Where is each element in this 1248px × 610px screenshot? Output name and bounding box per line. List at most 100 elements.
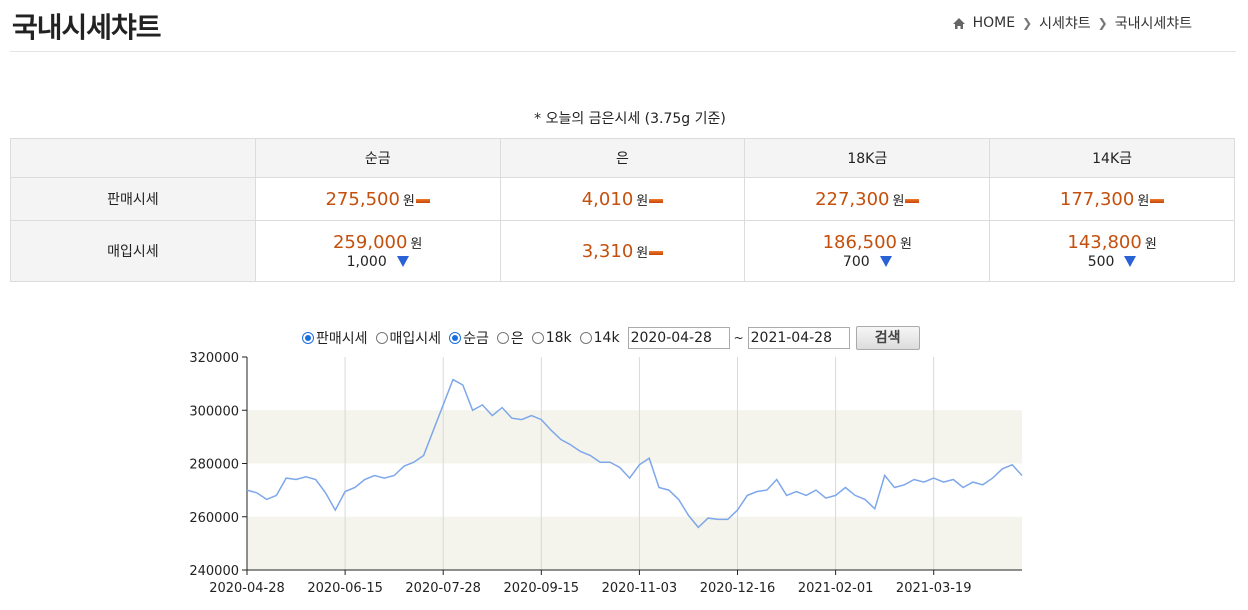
change-line: 1,000 [256,253,500,271]
row-label: 판매시세 [10,177,256,221]
radio-button[interactable] [579,332,592,344]
column-header: 14K금 [989,138,1235,178]
y-tick-label: 280000 [189,458,239,473]
flat-icon [415,198,430,203]
radio-label: 은 [510,331,524,347]
unit: 원 [636,193,649,209]
price-cell: 4,010 원 [499,177,746,221]
flat-icon [905,198,920,203]
change: 700 [842,253,870,270]
price-line: 143,800 원 [990,232,1234,253]
breadcrumb-item[interactable]: HOME [972,15,1016,31]
price: 227,300 [815,188,890,210]
controls: 판매시세 매입시세 순금 은 18k 14k 2020-04-28 ~2021-04-28 검색 [302,326,920,350]
price: 4,010 [581,188,634,210]
radio-option[interactable]: 14k [579,330,620,346]
price-cell: 177,300 원 [989,177,1235,221]
change-line: 500 [990,253,1234,271]
price: 143,800 [1067,231,1142,253]
divider [10,51,1236,52]
home-icon [952,17,965,29]
price: 259,000 [332,231,408,253]
breadcrumb-separator: ❯ [1022,16,1033,30]
caption: * 오늘의 금은시세 (3.75g 기준) [534,111,726,127]
price-cell: 3,310 원 [499,220,746,282]
breadcrumb-item[interactable]: 시세챠트 [1039,16,1091,32]
price-line: 259,000 원 [256,232,500,253]
price-line: 177,300 원 [990,189,1234,210]
radio-option[interactable]: 판매시세 [302,328,368,348]
x-tick-label: 2020-04-28 [209,581,285,596]
price-line [246,378,1023,529]
radio-label: 18k [545,330,572,346]
radio-button[interactable] [302,332,314,344]
price-line: 3,310 원 [501,241,745,262]
price: 177,300 [1059,188,1135,210]
price-cell: 227,300 원 [744,177,991,221]
radio-option[interactable]: 18k [531,330,572,346]
unit: 원 [636,245,649,261]
flat-icon [649,198,664,203]
table-row: 매입시세 259,000 원 1,000 3,310 원 186,500 원 700 143,80… [10,220,1235,282]
y-tick-label: 320000 [189,351,239,366]
breadcrumb-item[interactable]: 국내시세챠트 [1114,16,1192,32]
x-tick-label: 2020-09-15 [504,581,580,596]
x-tick-label: 2020-07-28 [405,581,481,596]
price-cell: 143,800 원 500 [989,220,1235,282]
x-tick-label: 2020-06-15 [307,581,383,596]
x-tick-label: 2020-12-16 [700,581,776,596]
price-line: 227,300 원 [745,189,989,210]
column-header: 순금 [254,138,501,178]
flat-icon [1150,198,1165,203]
unit: 원 [410,236,423,252]
search-button[interactable]: 검색 [855,326,920,350]
radio-button[interactable] [496,332,509,344]
breadcrumb: HOME ❯ 시세챠트 ❯ 국내시세챠트 [952,13,1192,33]
radio-button[interactable] [449,332,462,344]
y-tick-label: 300000 [189,404,239,419]
price: 275,500 [325,188,400,210]
price-line: 275,500 원 [256,189,500,210]
radio-button[interactable] [531,332,544,344]
price-cell: 186,500 원 700 [744,220,991,282]
unit: 원 [1144,236,1157,252]
column-header: 18K금 [744,138,991,178]
price-line: 4,010 원 [501,189,745,210]
radio-button[interactable] [375,332,388,344]
radio-option[interactable]: 순금 [449,328,489,348]
flat-icon [649,250,664,255]
table-row: 판매시세 275,500 원 4,010 원 227,300 원 177,300 원 [10,177,1235,221]
unit: 원 [1137,193,1150,209]
radio-option[interactable]: 은 [496,328,524,348]
price-table: 순금 은 18K금 14K금 판매시세 275,500 원 4,010 원 227,300 원 177… [10,138,1235,282]
breadcrumb-separator: ❯ [1097,16,1108,30]
chart: 2020-04-28 2020-06-15 2020-07-28 2020-09-15… [189,351,1023,596]
price: 186,500 [822,231,898,253]
date-separator: ~ [733,331,744,345]
header-row: 순금 은 18K금 14K금 [10,138,1235,178]
change-line: 700 [745,253,989,271]
unit: 원 [892,193,905,209]
y-tick-label: 260000 [189,511,239,526]
x-tick-label: 2020-11-03 [602,581,678,596]
start-date[interactable]: 2020-04-28 [627,327,730,349]
radio-label: 매입시세 [389,331,442,347]
price-cell: 275,500 원 [254,177,501,221]
radio-label: 판매시세 [316,331,368,347]
radio-label: 14k [593,330,620,346]
x-tick-label: 2021-02-01 [798,581,874,596]
column-header: 은 [499,138,746,178]
corner-cell [10,138,256,178]
radio-option[interactable]: 매입시세 [375,328,442,348]
end-date[interactable]: 2021-04-28 [747,327,850,349]
row-label: 매입시세 [10,220,256,282]
price-line: 186,500 원 [745,232,989,253]
page-title: 국내시세챠트 [12,11,162,44]
down-icon [1124,256,1137,267]
price-cell: 259,000 원 1,000 [254,220,501,282]
change: 500 [1087,253,1115,270]
change: 1,000 [346,253,387,270]
down-icon [396,256,409,267]
radio-label: 순금 [463,331,489,347]
down-icon [879,256,892,267]
